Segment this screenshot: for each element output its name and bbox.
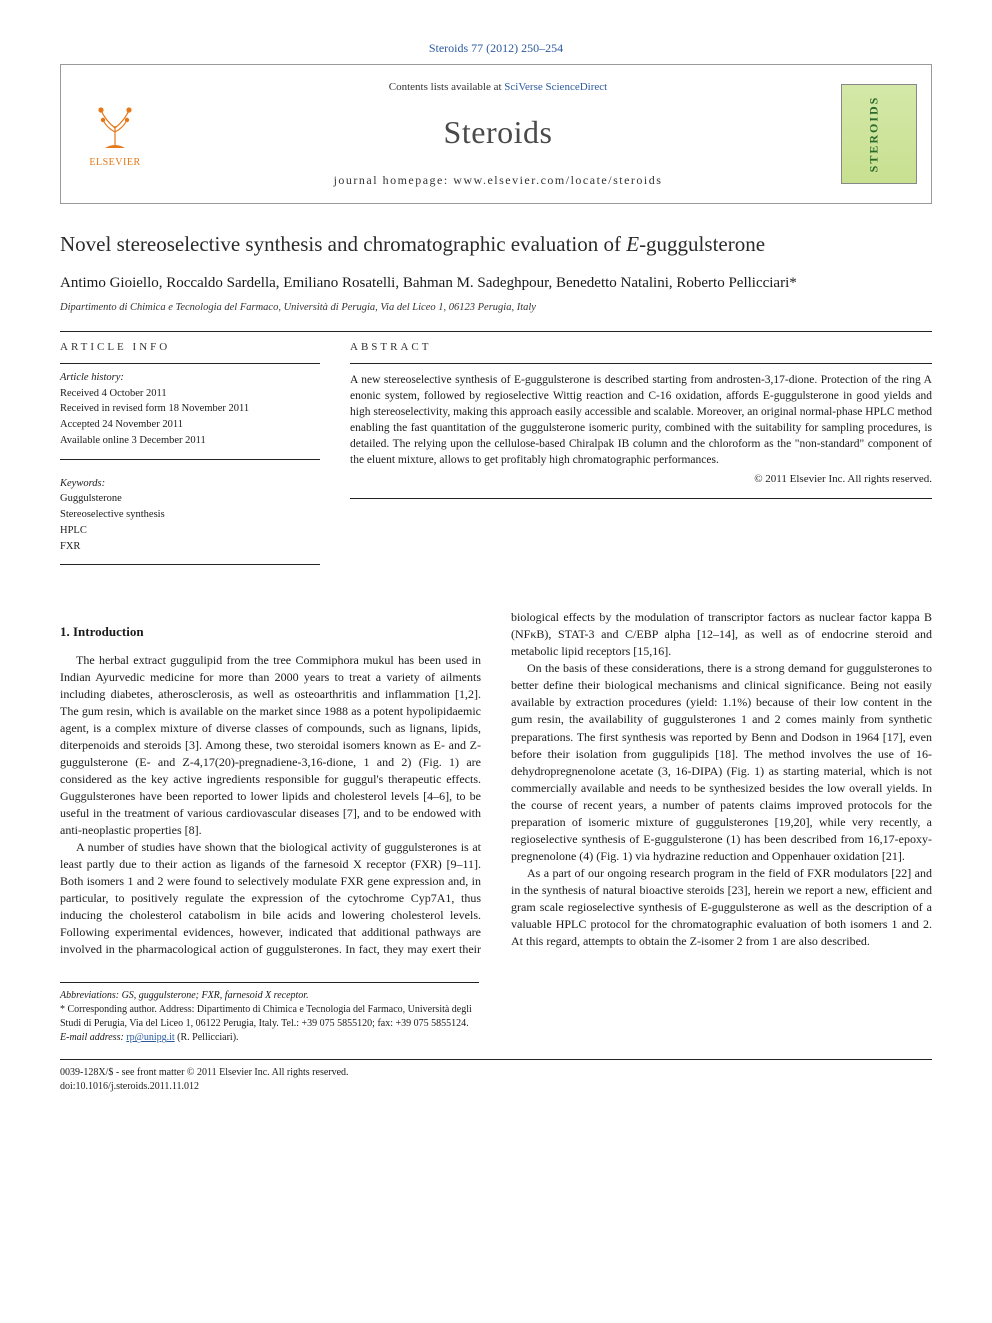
title-ital: E — [626, 232, 639, 256]
journal-homepage: journal homepage: www.elsevier.com/locat… — [155, 172, 841, 188]
masthead: ELSEVIER Contents lists available at Sci… — [60, 64, 932, 204]
body-columns: 1. Introduction The herbal extract guggu… — [60, 609, 932, 958]
abstract-head: ABSTRACT — [350, 340, 932, 355]
copyright: © 2011 Elsevier Inc. All rights reserved… — [350, 472, 932, 487]
doi-line: doi:10.1016/j.steroids.2011.11.012 — [60, 1080, 932, 1094]
publisher-name: ELSEVIER — [89, 156, 140, 170]
authors: Antimo Gioiello, Roccaldo Sardella, Emil… — [60, 273, 932, 293]
corr-email-link[interactable]: rp@unipg.it — [126, 1032, 174, 1043]
footnote-corr: * Corresponding author. Address: Diparti… — [60, 1003, 479, 1031]
publisher-logo: ELSEVIER — [75, 89, 155, 179]
keyword-1: Stereoselective synthesis — [60, 507, 320, 523]
keywords: Keywords: Guggulsterone Stereoselective … — [60, 470, 320, 566]
journal-cover-thumb: STEROIDS — [841, 84, 917, 184]
affiliation: Dipartimento di Chimica e Tecnologia del… — [60, 301, 932, 315]
para-3: On the basis of these considerations, th… — [511, 660, 932, 864]
history-received: Received 4 October 2011 — [60, 386, 320, 402]
rule-top — [60, 331, 932, 332]
article-info-head: ARTICLE INFO — [60, 340, 320, 355]
article-history: Article history: Received 4 October 2011… — [60, 363, 320, 460]
contents-prefix: Contents lists available at — [389, 81, 504, 93]
para-4: As a part of our ongoing research progra… — [511, 865, 932, 950]
section-1-head: 1. Introduction — [60, 623, 481, 641]
journal-title: Steroids — [155, 111, 841, 154]
article-title: Novel stereoselective synthesis and chro… — [60, 230, 932, 258]
corr-mark: * — [789, 275, 797, 291]
history-label: Article history: — [60, 370, 320, 386]
keywords-label: Keywords: — [60, 476, 320, 492]
abstract-block: A new stereoselective synthesis of E-gug… — [350, 363, 932, 499]
email-label: E-mail address: — [60, 1032, 126, 1043]
homepage-url: www.elsevier.com/locate/steroids — [453, 173, 662, 187]
footnote-abbrev: Abbreviations: GS, guggulsterone; FXR, f… — [60, 989, 479, 1003]
front-matter-line: 0039-128X/$ - see front matter © 2011 El… — [60, 1066, 932, 1080]
contents-line: Contents lists available at SciVerse Sci… — [155, 80, 841, 95]
keyword-3: FXR — [60, 539, 320, 555]
sciencedirect-link[interactable]: SciVerse ScienceDirect — [504, 81, 607, 93]
para-1: The herbal extract guggulipid from the t… — [60, 652, 481, 839]
citation: Steroids 77 (2012) 250–254 — [60, 40, 932, 56]
keyword-2: HPLC — [60, 523, 320, 539]
cover-label: STEROIDS — [866, 96, 882, 173]
history-accepted: Accepted 24 November 2011 — [60, 417, 320, 433]
history-revised: Received in revised form 18 November 201… — [60, 401, 320, 417]
history-online: Available online 3 December 2011 — [60, 433, 320, 449]
keyword-0: Guggulsterone — [60, 491, 320, 507]
homepage-prefix: journal homepage: — [334, 173, 454, 187]
bottom-matter: 0039-128X/$ - see front matter © 2011 El… — [60, 1059, 932, 1094]
title-post: -guggulsterone — [639, 232, 765, 256]
elsevier-tree-icon — [87, 98, 143, 154]
footnotes: Abbreviations: GS, guggulsterone; FXR, f… — [60, 982, 479, 1045]
title-pre: Novel stereoselective synthesis and chro… — [60, 232, 626, 256]
author-list: Antimo Gioiello, Roccaldo Sardella, Emil… — [60, 275, 789, 291]
abstract-text: A new stereoselective synthesis of E-gug… — [350, 374, 932, 466]
email-who: (R. Pellicciari). — [175, 1032, 239, 1043]
